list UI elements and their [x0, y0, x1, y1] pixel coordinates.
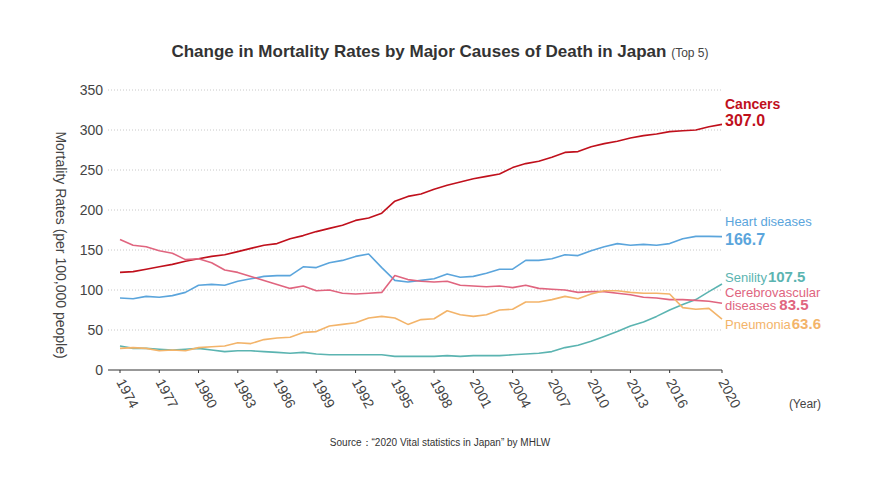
series-label: Heart diseases: [725, 214, 812, 229]
data-label: 307.0: [725, 112, 765, 129]
series-line: [120, 291, 722, 351]
y-tick-label: 200: [80, 202, 104, 218]
x-tick: [434, 370, 435, 373]
x-tick-label: 1974: [113, 376, 142, 411]
y-tick-label: 150: [80, 242, 104, 258]
title: Change in Mortality Rates by Major Cause…: [171, 42, 671, 61]
grid-line: [108, 250, 722, 251]
series-line: [120, 124, 722, 272]
data-label: 63.6: [792, 315, 821, 332]
x-tick: [394, 370, 395, 373]
grid-line: [108, 330, 722, 331]
x-tick: [355, 370, 356, 373]
x-axis-label: (Year): [789, 397, 821, 411]
x-tick: [669, 370, 670, 373]
y-tick-label: 350: [80, 82, 104, 98]
x-tick-label: 1977: [153, 376, 182, 411]
y-tick-label: 100: [80, 282, 104, 298]
x-tick: [473, 370, 474, 373]
x-tick-label: 1989: [310, 376, 339, 411]
x-tick: [551, 370, 552, 373]
x-tick-label: 1980: [192, 376, 221, 411]
y-tick-label: 250: [80, 162, 104, 178]
x-tick: [159, 370, 160, 373]
y-tick-label: 300: [80, 122, 104, 138]
x-tick-label: 2016: [663, 376, 692, 411]
x-tick: [722, 370, 723, 373]
x-tick-label: 1995: [388, 376, 417, 411]
x-tick: [316, 370, 317, 373]
chart: Change in Mortality Rates by Major Cause…: [0, 0, 880, 480]
x-tick: [277, 370, 278, 373]
grid-line: [108, 170, 722, 171]
x-tick-label: 1983: [231, 376, 260, 411]
series-label: Senility: [725, 270, 767, 285]
data-label: 107.5: [768, 268, 806, 285]
x-tick-label: 2020: [715, 376, 744, 411]
y-axis-label: Mortality Rates (per 100,000 people): [53, 131, 69, 358]
grid-line: [108, 290, 722, 291]
x-tick: [120, 370, 121, 373]
x-tick: [512, 370, 513, 373]
x-tick-label: 2007: [545, 376, 574, 411]
source: Source：“2020 Vital statistics in Japan” …: [330, 437, 551, 448]
x-tick-label: 2001: [467, 376, 496, 411]
x-tick-label: 2004: [506, 376, 535, 411]
series-label: Cerebrovasculardiseases: [725, 285, 821, 313]
y-tick-label: 0: [95, 362, 103, 378]
x-tick: [237, 370, 238, 373]
y-tick-label: 50: [87, 322, 103, 338]
x-tick: [630, 370, 631, 373]
series-line: [120, 236, 722, 298]
series-label: Cancers: [725, 96, 780, 112]
subtitle: (Top 5): [671, 46, 708, 60]
grid-line: [108, 130, 722, 131]
x-tick-label: 1998: [427, 376, 456, 411]
plot-area: [120, 124, 722, 356]
title-group: Change in Mortality Rates by Major Cause…: [171, 42, 708, 61]
x-tick-label: 2010: [584, 376, 613, 411]
x-tick-label: 1992: [349, 376, 378, 411]
data-label: 166.7: [725, 231, 765, 248]
grid-line: [108, 210, 722, 211]
data-label: 83.5: [779, 296, 808, 313]
series-line: [120, 240, 722, 304]
x-tick-label: 1986: [270, 376, 299, 411]
series-label: Pneumonia: [725, 317, 792, 332]
grid-line: [108, 90, 722, 91]
x-tick: [198, 370, 199, 373]
x-tick-label: 2013: [624, 376, 653, 411]
x-tick: [591, 370, 592, 373]
series-label-line: diseases: [725, 298, 777, 313]
